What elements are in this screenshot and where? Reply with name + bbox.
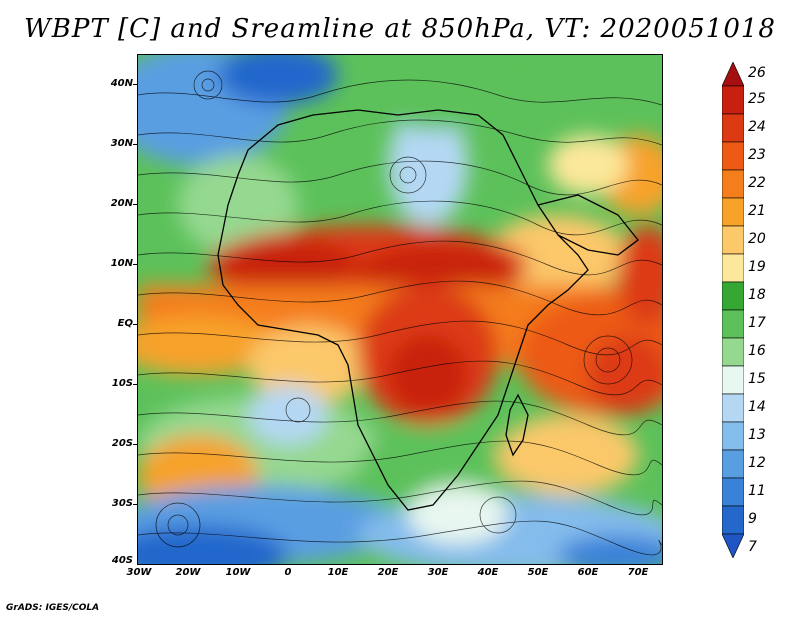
grads-credit: GrADS: IGES/COLA <box>6 603 100 613</box>
lon-label: 0 <box>284 567 292 578</box>
colorbar-label: 16 <box>748 343 766 359</box>
lat-label: 20N <box>110 198 133 209</box>
colorbar-label: 17 <box>748 315 766 331</box>
lat-label: EQ <box>117 318 133 329</box>
lon-label: 30W <box>126 567 152 578</box>
lat-label: 40S <box>111 555 133 566</box>
colorbar-cell <box>721 225 745 255</box>
colorbar-cell <box>721 85 745 115</box>
colorbar-cell <box>721 281 745 311</box>
streamlines <box>138 70 662 556</box>
wbpt-field <box>138 55 662 564</box>
lon-label: 70E <box>627 567 649 578</box>
lat-label: 10S <box>111 378 133 389</box>
lat-label: 40N <box>110 78 133 89</box>
lat-tick <box>133 204 137 205</box>
colorbar-cell <box>721 449 745 479</box>
map-canvas <box>138 55 662 564</box>
colorbar-label: 21 <box>748 203 766 219</box>
lon-label: 50E <box>527 567 549 578</box>
colorbar-cell <box>721 365 745 395</box>
lat-tick <box>133 384 137 385</box>
colorbar-cell <box>721 113 745 143</box>
colorbar-label: 24 <box>748 119 766 135</box>
colorbar-label: 15 <box>748 371 766 387</box>
colorbar-label: 7 <box>748 539 757 555</box>
colorbar-svg <box>721 61 745 559</box>
colorbar <box>721 61 745 559</box>
colorbar-cell <box>721 393 745 423</box>
colorbar-cell <box>721 337 745 367</box>
colorbar-top-arrow <box>721 61 745 87</box>
lat-label: 20S <box>111 438 133 449</box>
colorbar-label: 19 <box>748 259 766 275</box>
colorbar-cell <box>721 477 745 507</box>
lat-tick <box>133 324 137 325</box>
colorbar-cell <box>721 309 745 339</box>
colorbar-cells <box>721 61 745 559</box>
wbpt-streamline-map <box>137 54 663 565</box>
colorbar-label: 14 <box>748 399 766 415</box>
lon-label: 10E <box>327 567 349 578</box>
lat-tick <box>133 264 137 265</box>
lat-label: 30N <box>110 138 133 149</box>
lat-tick <box>133 84 137 85</box>
lat-tick <box>133 444 137 445</box>
colorbar-cell <box>721 141 745 171</box>
map-title: WBPT [C] and Sreamline at 850hPa, VT: 20… <box>24 14 776 44</box>
colorbar-cell <box>721 169 745 199</box>
lat-label: 30S <box>111 498 133 509</box>
colorbar-label: 12 <box>748 455 766 471</box>
colorbar-label: 11 <box>748 483 766 499</box>
colorbar-cell <box>721 421 745 451</box>
lon-label: 60E <box>577 567 599 578</box>
colorbar-label: 26 <box>748 65 766 81</box>
lon-label: 30E <box>427 567 449 578</box>
lon-label: 20E <box>377 567 399 578</box>
colorbar-label: 22 <box>748 175 766 191</box>
lat-tick <box>133 504 137 505</box>
colorbar-label: 9 <box>748 511 757 527</box>
lon-label: 40E <box>477 567 499 578</box>
lat-tick <box>133 144 137 145</box>
colorbar-label: 20 <box>748 231 766 247</box>
colorbar-bottom-arrow <box>721 533 745 559</box>
coastlines <box>217 109 639 511</box>
lon-label: 10W <box>225 567 251 578</box>
colorbar-label: 23 <box>748 147 766 163</box>
colorbar-cell <box>721 505 745 535</box>
lon-label: 20W <box>175 567 201 578</box>
colorbar-label: 13 <box>748 427 766 443</box>
colorbar-label: 18 <box>748 287 766 303</box>
colorbar-label: 25 <box>748 91 766 107</box>
colorbar-cell <box>721 197 745 227</box>
lat-label: 10N <box>110 258 133 269</box>
colorbar-cell <box>721 253 745 283</box>
